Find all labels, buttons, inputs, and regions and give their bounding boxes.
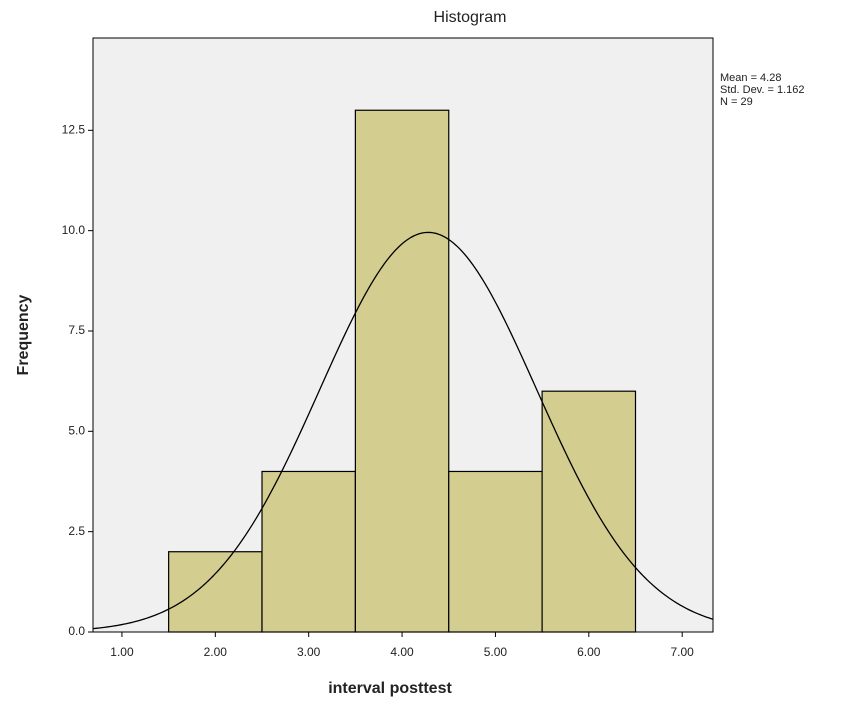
bar	[449, 471, 542, 632]
y-tick-label: 0.0	[68, 624, 85, 638]
x-tick-label: 6.00	[577, 645, 601, 659]
x-axis-label: interval posttest	[328, 680, 452, 697]
stats-annotation: N = 29	[720, 96, 753, 108]
y-tick-label: 5.0	[68, 423, 85, 437]
y-tick-label: 7.5	[68, 323, 85, 337]
y-tick-label: 12.5	[62, 122, 86, 136]
chart: Histogram interval posttest Frequency 0.…	[0, 0, 854, 702]
x-tick-label: 3.00	[297, 645, 321, 659]
y-axis-label: Frequency	[15, 294, 32, 375]
bar	[169, 552, 262, 632]
y-tick-label: 2.5	[68, 524, 85, 538]
bar	[355, 110, 448, 632]
stats-annotation: Std. Dev. = 1.162	[720, 84, 805, 96]
stats-annotation: Mean = 4.28	[720, 72, 781, 84]
x-tick-label: 2.00	[204, 645, 228, 659]
x-tick-label: 7.00	[671, 645, 695, 659]
bar	[262, 471, 355, 632]
x-tick-label: 1.00	[110, 645, 134, 659]
x-tick-label: 4.00	[390, 645, 414, 659]
chart-title: Histogram	[434, 9, 507, 26]
y-tick-label: 10.0	[62, 223, 86, 237]
x-tick-label: 5.00	[484, 645, 508, 659]
bar	[542, 391, 635, 632]
